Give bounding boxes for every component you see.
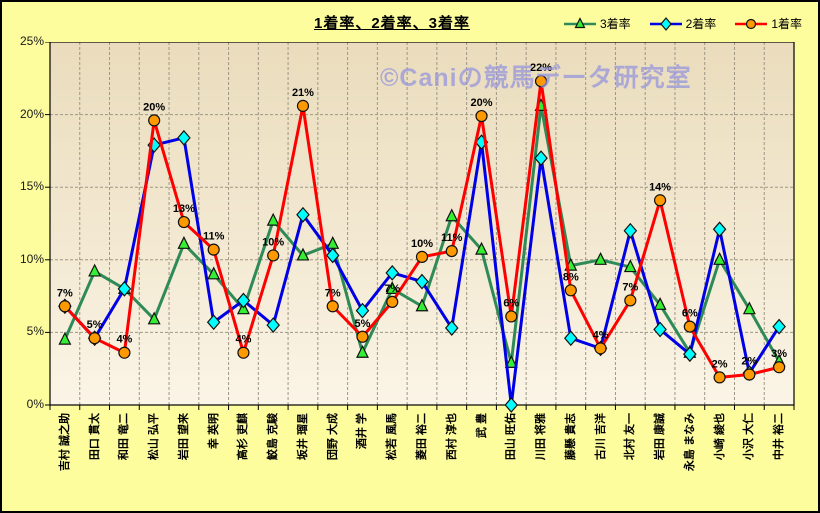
x-axis-label: 菱田 裕二 [416,413,428,461]
data-label: 10% [411,238,433,250]
x-axis-label: 北村 友一 [624,413,637,461]
legend-marker-icon [735,18,768,29]
x-axis-label: 西村 淳也 [445,413,458,461]
data-label: 4% [593,329,609,341]
y-axis-label: 5% [26,324,44,339]
x-axis-label: 川田 将雅 [535,413,548,461]
legend-label: 2着率 [685,17,717,31]
data-label: 5% [87,319,103,331]
x-axis-label: 鮫島 克駿 [267,413,280,461]
data-label: 11% [441,232,463,244]
data-label: 4% [235,334,251,346]
data-label: 7% [325,287,341,299]
legend-marker-icon [649,16,682,31]
data-label: 8% [563,271,579,283]
y-axis-label: 15% [19,179,44,194]
x-axis-label: 永島 まなみ [683,413,696,472]
legend-item: 1着率 [734,15,802,32]
data-label: 20% [471,97,493,109]
x-axis-label: 高杉 吏麒 [237,413,250,461]
x-axis-label: 田山 旺佑 [505,413,518,461]
x-axis-label: 小沢 大仁 [743,413,756,461]
x-axis-label: 田口 貫太 [88,413,101,461]
legend-item: 2着率 [649,15,717,32]
data-label: 7% [384,283,400,295]
data-label: 4% [116,334,132,346]
data-label: 22% [530,62,552,74]
y-axis-label: 10% [19,251,44,266]
x-axis-label: 酒井 学 [356,413,369,450]
y-axis-label: 0% [26,397,44,411]
legend-marker-icon [563,16,596,28]
data-label: 6% [503,297,519,309]
y-axis-label: 20% [19,106,44,121]
data-label: 21% [292,87,314,99]
data-label: 2% [712,358,728,370]
x-axis-label: 岩田 望来 [177,413,190,461]
x-axis-label: 岩田 康誠 [654,413,667,461]
data-label: 10% [262,236,284,248]
legend-label: 3着率 [599,17,631,31]
legend: 3着率 2着率 1着率 [563,15,802,32]
x-axis-label: 和田 竜二 [118,413,131,461]
x-axis-label: 中井 裕二 [773,413,786,461]
y-axis-label: 25% [19,34,44,48]
x-axis-label: 松山 弘平 [148,413,161,461]
plot-area [50,42,794,405]
x-axis-label: 古川 吉洋 [594,413,607,461]
x-axis-label: 幸 英明 [207,413,220,450]
data-label: 13% [173,203,195,215]
x-axis-label: 坂井 瑠星 [296,413,309,461]
x-axis-label: 団野 大成 [326,413,339,461]
legend-item: 3着率 [563,15,631,32]
legend-label: 1着率 [771,17,802,31]
chart-title: 1着率、2着率、3着率 [313,15,471,32]
data-label: 3% [771,348,787,360]
data-label: 2% [741,356,757,368]
data-label: 7% [622,281,638,293]
data-label: 11% [203,231,225,243]
x-axis-label: 武 豊 [475,413,488,439]
x-axis-label: 松若 風馬 [386,413,399,461]
data-label: 20% [143,101,165,113]
x-axis-label: 小崎 綾也 [713,413,726,461]
data-label: 6% [682,308,698,320]
chart-canvas: 7% 5% 4% 20% 13% 11% 4% 10% 21% 7% 5% 7% 10% 11% 20% 6%… [45,42,795,413]
data-label: 5% [355,318,371,330]
x-axis-label: 藤懸 貴志 [564,413,577,461]
x-axis-label: 吉村 誠之助 [58,413,71,472]
data-label: 7% [57,287,73,299]
data-label: 14% [649,181,671,193]
